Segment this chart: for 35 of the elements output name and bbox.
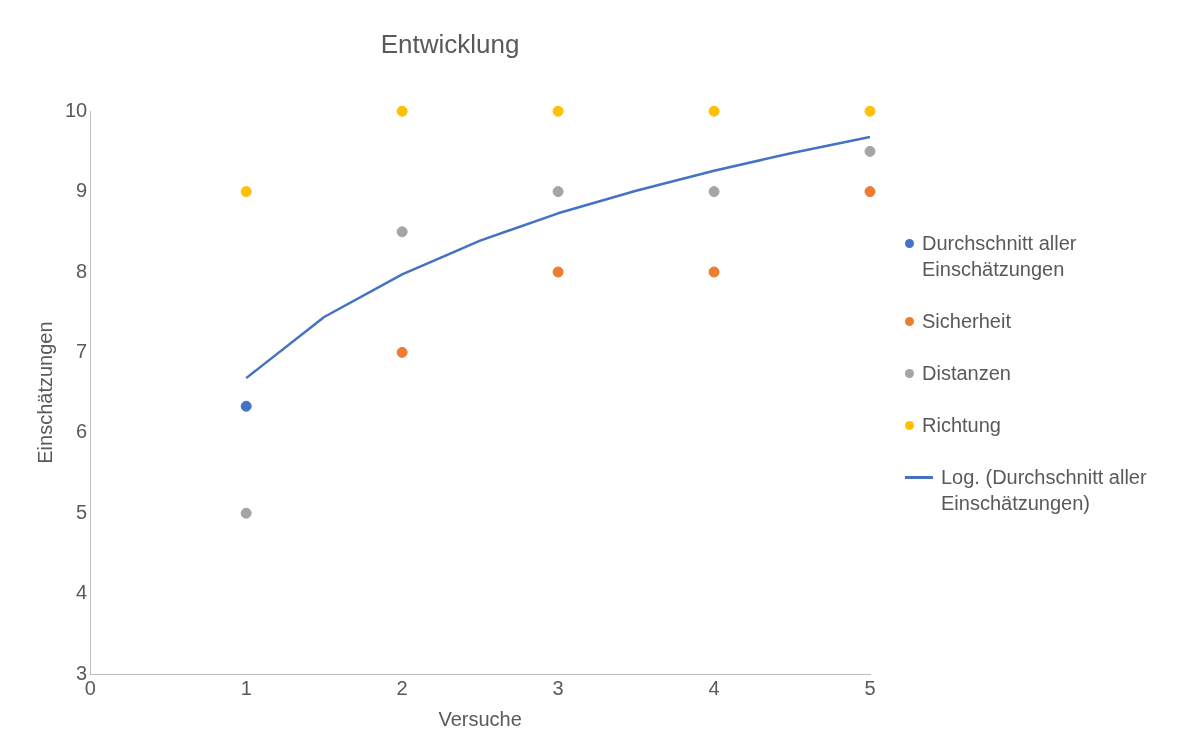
- y-axis-title: Einschätzungen: [33, 321, 56, 464]
- point: [864, 145, 876, 157]
- point: [708, 266, 720, 278]
- point: [396, 105, 408, 117]
- legend-label: Distanzen: [922, 361, 1011, 386]
- y-tick-label: 7: [76, 339, 88, 362]
- x-tick-label: 4: [708, 676, 720, 699]
- point: [708, 186, 720, 198]
- point: [552, 186, 564, 198]
- point: [240, 400, 252, 412]
- point: [708, 105, 720, 117]
- chart-title: Entwicklung: [380, 28, 520, 59]
- point: [240, 507, 252, 519]
- point: [864, 186, 876, 198]
- y-tick-label: 6: [76, 420, 88, 443]
- y-tick-label: 4: [76, 581, 88, 604]
- point: [240, 186, 252, 198]
- x-tick-label: 3: [552, 676, 564, 699]
- legend-label: Richtung: [922, 413, 1001, 438]
- point: [552, 105, 564, 117]
- point: [864, 105, 876, 117]
- legend-label: Log. (Durchschnitt aller Einschätzungen): [941, 465, 1148, 516]
- y-tick-label: 9: [76, 179, 88, 202]
- point: [552, 266, 564, 278]
- x-axis-title: Versuche: [438, 707, 522, 730]
- point: [396, 346, 408, 358]
- legend-label: Durchschnitt aller Einschätzungen: [922, 231, 1078, 282]
- point: [396, 226, 408, 238]
- x-tick-label: 1: [240, 676, 252, 699]
- y-tick-label: 8: [76, 259, 88, 282]
- x-tick-label: 2: [396, 676, 408, 699]
- x-tick-label: 5: [864, 676, 876, 699]
- y-tick-label: 5: [76, 500, 88, 523]
- legend-label: Sicherheit: [922, 309, 1011, 334]
- y-tick-label: 10: [65, 98, 88, 121]
